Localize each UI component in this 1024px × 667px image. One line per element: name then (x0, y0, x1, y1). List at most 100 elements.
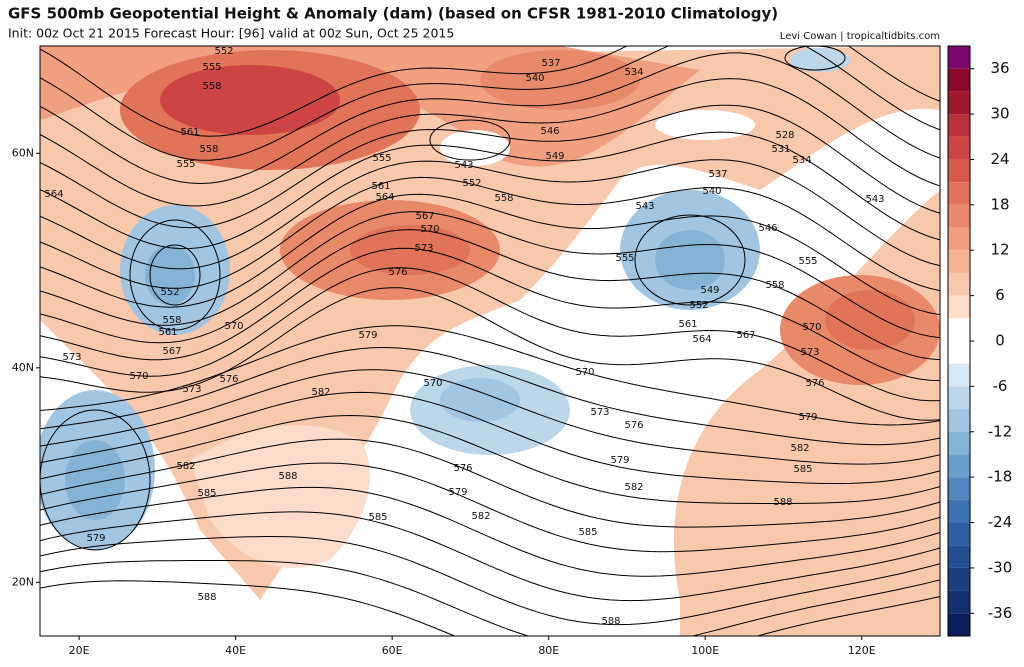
contour-label: 582 (790, 443, 809, 454)
contour-label: 558 (199, 144, 218, 155)
height-contour (40, 176, 940, 292)
contour-label: 534 (792, 155, 811, 166)
contour-label: 585 (368, 512, 387, 523)
colorbar-swatch (948, 386, 970, 410)
contour-label: 558 (494, 193, 513, 204)
contour-label: 588 (278, 471, 297, 482)
contour-label: 579 (610, 455, 629, 466)
contour-label: 579 (448, 487, 467, 498)
contour-label: 579 (798, 412, 817, 423)
colorbar-tick-label: 24 (990, 150, 1009, 168)
colorbar-tick-label: -12 (988, 422, 1013, 440)
height-contour (40, 438, 940, 528)
contour-label: 570 (224, 321, 243, 332)
colorbar-swatch (948, 477, 970, 500)
contour-label: 540 (525, 73, 544, 84)
colorbar-swatch (948, 431, 970, 455)
contour-label: 555 (615, 253, 634, 264)
height-contour (40, 414, 940, 504)
contour-label: 582 (176, 461, 195, 472)
colorbar-swatch (948, 250, 970, 273)
contour-label: 543 (454, 160, 473, 171)
colorbar: 36 30 24 18 12 6 0 -6 -12 -18 -24 -30 -36 (947, 45, 1013, 637)
lat-tick-label: 60N (12, 146, 34, 159)
lon-tick-label: 80E (538, 644, 559, 657)
closed-contour (784, 46, 846, 71)
closed-contour (634, 214, 746, 306)
colorbar-swatch (948, 46, 970, 69)
contour-label: 543 (865, 194, 884, 205)
height-contour (40, 267, 940, 402)
height-contour (40, 325, 940, 426)
colorbar-tick-label: -30 (988, 558, 1013, 576)
anomaly-field (40, 46, 940, 636)
contour-label: 570 (423, 378, 442, 389)
contour-label: 570 (129, 371, 148, 382)
height-contour (40, 580, 940, 636)
contour-label: 561 (180, 127, 199, 138)
contour-label: 558 (162, 315, 181, 326)
lon-tick-label: 100E (691, 644, 719, 657)
colorbar-tick-label: -24 (988, 513, 1013, 531)
height-contour (40, 511, 940, 602)
contour-label: 585 (793, 464, 812, 475)
colorbar-tick-label: -6 (993, 377, 1008, 395)
contour-label: 576 (453, 463, 472, 474)
contour-label: 561 (678, 319, 697, 330)
colorbar-swatch (948, 454, 970, 478)
contour-label: 588 (601, 616, 620, 627)
contour-label: 585 (578, 527, 597, 538)
contour-label: 540 (702, 186, 721, 197)
contour-label: 558 (202, 81, 221, 92)
colorbar-swatch (948, 545, 970, 568)
height-contour (40, 46, 940, 137)
contour-label: 573 (414, 243, 433, 254)
height-contour (40, 462, 940, 553)
contour-label: 552 (462, 178, 481, 189)
contour-label: 546 (758, 223, 777, 234)
closed-contour (149, 244, 201, 306)
height-contour (40, 535, 940, 626)
contour-label: 543 (635, 201, 654, 212)
lat-tick-label: 20N (12, 575, 34, 588)
colorbar-tick-label: 36 (990, 59, 1009, 77)
contour-label: 564 (44, 189, 63, 200)
contour-label: 561 (371, 181, 390, 192)
height-contour (40, 211, 940, 339)
contour-label: 534 (624, 67, 643, 78)
height-contour (40, 247, 940, 382)
colorbar-swatch (948, 136, 970, 160)
height-contour (40, 131, 940, 250)
height-contour (40, 104, 940, 229)
colorbar-swatch (948, 68, 970, 92)
contour-label: 549 (545, 151, 564, 162)
contour-label: 555 (176, 159, 195, 170)
height-contour (40, 52, 940, 185)
contour-label: 576 (624, 420, 643, 431)
colorbar-swatch (948, 182, 970, 205)
contour-label: 561 (158, 327, 177, 338)
contour-label: 537 (708, 169, 727, 180)
colorbar-swatch (948, 499, 970, 523)
lon-tick-label: 20E (69, 644, 90, 657)
height-contour (40, 346, 940, 446)
colorbar-swatch (948, 590, 970, 614)
contour-label: 567 (736, 330, 755, 341)
colorbar-swatch (948, 295, 970, 319)
colorbar-swatch (948, 91, 970, 115)
contour-label: 564 (692, 334, 711, 345)
map-frame (39, 45, 941, 637)
contour-label: 552 (214, 46, 233, 57)
height-contour (40, 46, 940, 161)
lon-tick-label: 60E (382, 644, 403, 657)
height-contour (40, 486, 940, 577)
contour-label: 549 (700, 285, 719, 296)
colorbar-tick-label: -36 (988, 604, 1013, 622)
contour-label: 555 (798, 256, 817, 267)
contour-label: 582 (471, 511, 490, 522)
contour-label: 588 (197, 592, 216, 603)
title: GFS 500mb Geopotential Height & Anomaly … (8, 5, 778, 23)
colorbar-swatch (948, 159, 970, 183)
colorbar-swatch (948, 341, 970, 364)
height-contour (40, 193, 940, 316)
